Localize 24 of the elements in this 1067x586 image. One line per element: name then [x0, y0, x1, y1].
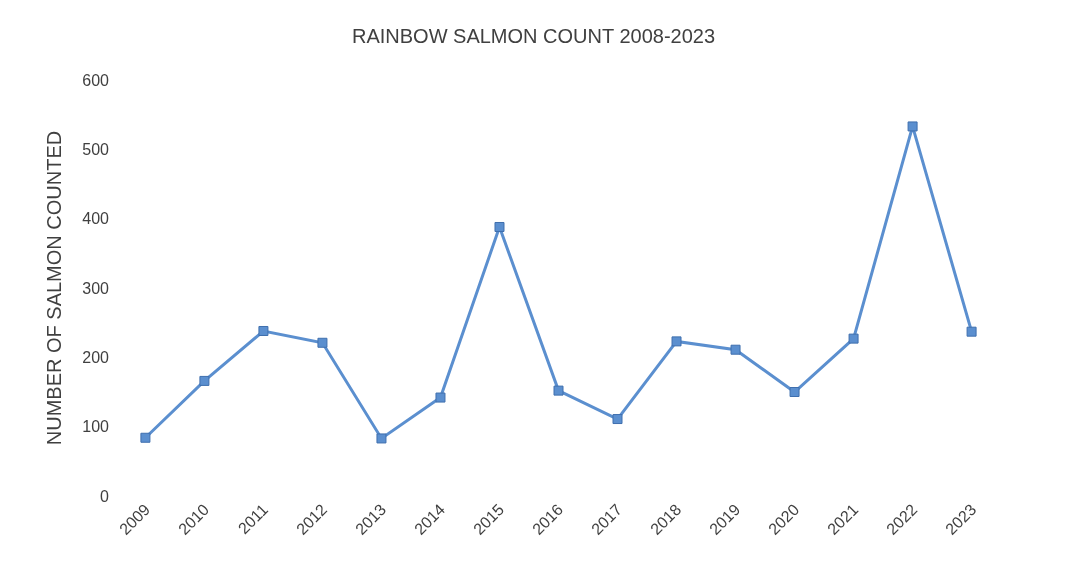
y-tick-label: 100 [82, 418, 110, 436]
y-tick-label: 400 [82, 210, 110, 228]
point [494, 221, 505, 232]
y-tick-label: 500 [82, 140, 110, 158]
y-axis-title: NUMBER OF SALMON COUNTED [42, 130, 65, 446]
point [730, 344, 741, 355]
y-tick-label: 300 [82, 279, 110, 297]
point [376, 433, 387, 444]
point [907, 121, 918, 132]
chart-title: RAINBOW SALMON COUNT 2008-2023 [351, 25, 716, 48]
y-tick-label: 0 [100, 487, 110, 505]
point [317, 337, 328, 348]
point [199, 375, 210, 386]
point [966, 326, 977, 337]
y-tick-label: 200 [82, 348, 110, 366]
point [671, 336, 682, 347]
point [258, 325, 269, 336]
point [612, 414, 623, 425]
y-tick-label: 600 [82, 71, 110, 89]
point [435, 392, 446, 403]
point [140, 432, 151, 443]
point [848, 333, 859, 344]
point [553, 385, 564, 396]
point [789, 387, 800, 397]
